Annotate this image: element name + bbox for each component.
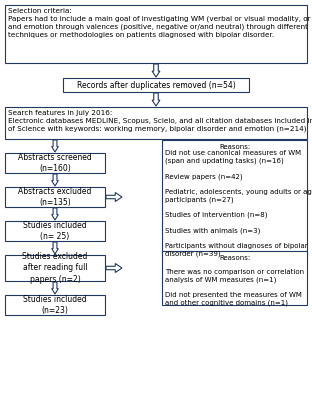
Text: Abstracts excluded
(n=135): Abstracts excluded (n=135) [18, 187, 92, 207]
Text: Studies included
(n=23): Studies included (n=23) [23, 295, 87, 315]
Text: (span and updating tasks) (n=16): (span and updating tasks) (n=16) [165, 158, 284, 164]
Polygon shape [106, 264, 122, 272]
Polygon shape [52, 208, 58, 220]
Text: Did not presented the measures of WM: Did not presented the measures of WM [165, 292, 302, 298]
Text: Selection criteria:
Papers had to include a main goal of investigating WM (verba: Selection criteria: Papers had to includ… [8, 8, 312, 38]
Polygon shape [52, 242, 58, 254]
Polygon shape [52, 140, 58, 152]
Bar [162, 140, 307, 256]
Text: Studies included
(n= 25): Studies included (n= 25) [23, 221, 87, 241]
Text: Search features in July 2016:
Electronic databases MEDLINE, Scopus, Scielo, and : Search features in July 2016: Electronic… [8, 110, 312, 132]
Polygon shape [106, 192, 122, 202]
Text: Abstracts screened
(n=160): Abstracts screened (n=160) [18, 153, 92, 173]
Text: disorder (n=39): disorder (n=39) [165, 251, 221, 257]
Text: Pediatric, adolescents, young adults or aging: Pediatric, adolescents, young adults or … [165, 189, 312, 195]
Text: Records after duplicates removed (n=54): Records after duplicates removed (n=54) [77, 80, 235, 90]
Text: Studies of intervention (n=8): Studies of intervention (n=8) [165, 212, 267, 218]
Bar [5, 153, 105, 173]
Text: Did not use canonical measures of WM: Did not use canonical measures of WM [165, 150, 301, 156]
Text: and other cognitive domains (n=1): and other cognitive domains (n=1) [165, 300, 288, 306]
Bar [5, 221, 105, 241]
Bar [5, 5, 307, 63]
Polygon shape [152, 93, 160, 106]
Polygon shape [52, 174, 58, 186]
Text: There was no comparison or correlation: There was no comparison or correlation [165, 269, 304, 275]
Polygon shape [152, 64, 160, 77]
Text: Studies with animals (n=3): Studies with animals (n=3) [165, 228, 261, 234]
Text: Studies excluded
after reading full
papers (n=2): Studies excluded after reading full pape… [22, 252, 88, 284]
Bar [63, 78, 249, 92]
Bar [5, 107, 307, 139]
Text: participants (n=27): participants (n=27) [165, 196, 234, 203]
Polygon shape [52, 282, 58, 294]
Text: Reasons:: Reasons: [219, 255, 250, 261]
Bar [5, 255, 105, 281]
Bar [5, 187, 105, 207]
Bar [5, 295, 105, 315]
Text: analysis of WM measures (n=1): analysis of WM measures (n=1) [165, 276, 276, 283]
Text: Participants without diagnoses of bipolar: Participants without diagnoses of bipola… [165, 243, 308, 249]
Text: Reasons:: Reasons: [219, 144, 250, 150]
Bar [162, 251, 307, 305]
Text: Review papers (n=42): Review papers (n=42) [165, 173, 243, 180]
